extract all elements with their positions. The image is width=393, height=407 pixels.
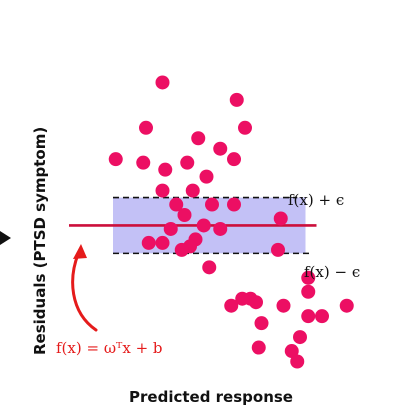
data-point xyxy=(273,211,288,226)
data-point xyxy=(227,197,241,212)
data-point xyxy=(136,155,151,170)
data-point xyxy=(284,344,299,359)
data-point xyxy=(177,208,192,222)
data-point xyxy=(196,218,211,233)
data-point xyxy=(224,298,239,313)
data-point xyxy=(271,242,285,257)
data-point xyxy=(141,235,156,250)
data-point xyxy=(174,242,189,257)
data-point xyxy=(155,183,170,198)
data-point xyxy=(249,295,263,310)
data-point xyxy=(235,291,250,306)
data-point xyxy=(229,92,244,107)
data-point xyxy=(180,155,195,170)
data-point xyxy=(301,270,316,285)
model-annotation-arrowhead-icon xyxy=(73,244,87,259)
data-point xyxy=(315,309,329,324)
data-point xyxy=(205,197,219,212)
model-equation-label: f(x) = ωᵀx + b xyxy=(56,339,163,357)
data-point xyxy=(191,131,206,146)
data-point xyxy=(213,141,228,156)
data-point xyxy=(293,330,307,345)
data-point xyxy=(199,169,214,184)
data-point xyxy=(155,235,170,250)
y-axis-label: Residuals (PTSD symptom) xyxy=(31,127,49,355)
data-point xyxy=(108,152,123,167)
data-point xyxy=(227,152,241,167)
data-point xyxy=(185,183,200,198)
data-point xyxy=(254,316,269,331)
data-point xyxy=(251,340,266,355)
data-point xyxy=(169,197,184,212)
lower-bound-label: f(x) − ϵ xyxy=(304,263,360,281)
left-edge-arrow-icon xyxy=(0,231,11,245)
data-point xyxy=(276,298,291,313)
data-point xyxy=(290,354,305,369)
data-point xyxy=(139,120,153,135)
data-point xyxy=(163,221,178,236)
data-point xyxy=(202,260,217,275)
data-point xyxy=(155,75,170,90)
data-point xyxy=(213,221,228,236)
data-point xyxy=(301,309,316,324)
data-point xyxy=(158,162,173,177)
data-point xyxy=(301,284,316,299)
model-annotation-arrow xyxy=(71,250,98,332)
data-point xyxy=(339,298,354,313)
data-points-layer xyxy=(108,75,354,369)
x-axis-label: Predicted response xyxy=(129,388,293,406)
data-point xyxy=(238,120,252,135)
upper-bound-label: f(x) + ϵ xyxy=(288,191,344,209)
